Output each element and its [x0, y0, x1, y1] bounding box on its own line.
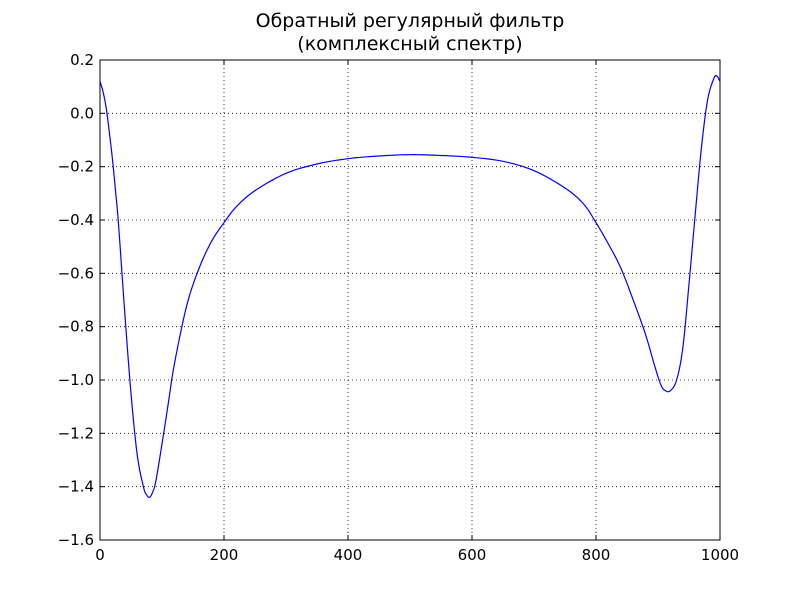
grid — [99, 59, 721, 541]
y-tick-label: −1.6 — [58, 531, 94, 549]
x-tick-label: 200 — [210, 546, 239, 564]
y-tick-label: −0.8 — [58, 318, 94, 336]
series-line — [99, 74, 721, 499]
x-tick-label: 800 — [582, 546, 611, 564]
x-tick-label: 400 — [334, 546, 363, 564]
axes-frame — [99, 59, 721, 541]
x-tick-label: 1000 — [701, 546, 739, 564]
x-tick-label: 600 — [458, 546, 487, 564]
chart-title-line-2: (комплексный спектр) — [297, 33, 522, 55]
y-tick-label: −0.4 — [58, 211, 94, 229]
y-tick-label: −1.2 — [58, 424, 94, 442]
axis-ticks: 0 200 400 600 800 1000 0.2 0.0 −0.2 −0.4 −0.6 −0.8 −… — [58, 51, 740, 564]
y-tick-label: 0.2 — [70, 51, 94, 69]
y-tick-label: 0.0 — [70, 104, 94, 122]
y-tick-label: −1.0 — [58, 371, 94, 389]
y-tick-label: −1.4 — [58, 478, 94, 496]
chart-title-line-1: Обратный регулярный фильтр — [256, 10, 565, 32]
plot-area — [99, 74, 721, 499]
y-tick-label: −0.2 — [58, 158, 94, 176]
y-tick-label: −0.6 — [58, 264, 94, 282]
x-tick-label: 0 — [95, 546, 105, 564]
